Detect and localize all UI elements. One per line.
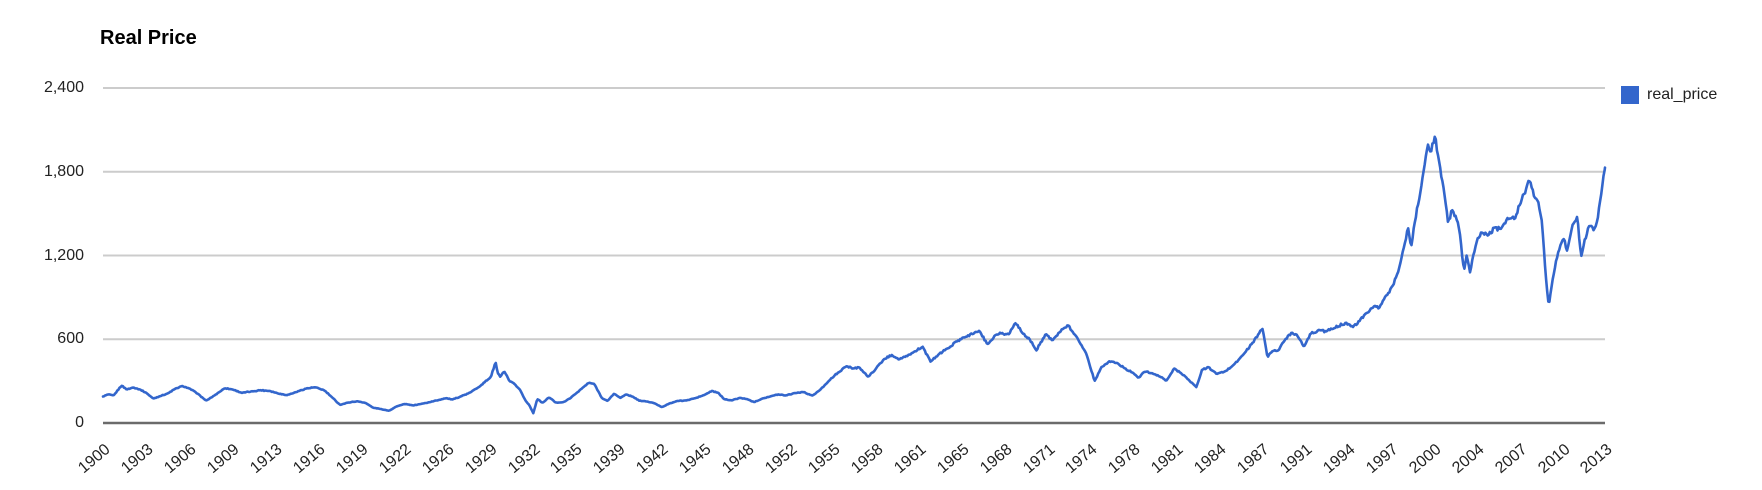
- legend-label: real_price: [1647, 86, 1718, 103]
- chart-title: Real Price: [100, 27, 197, 49]
- legend-swatch-icon: [1621, 86, 1639, 104]
- real-price-line: [101, 135, 1607, 415]
- legend: real_price: [1621, 86, 1717, 104]
